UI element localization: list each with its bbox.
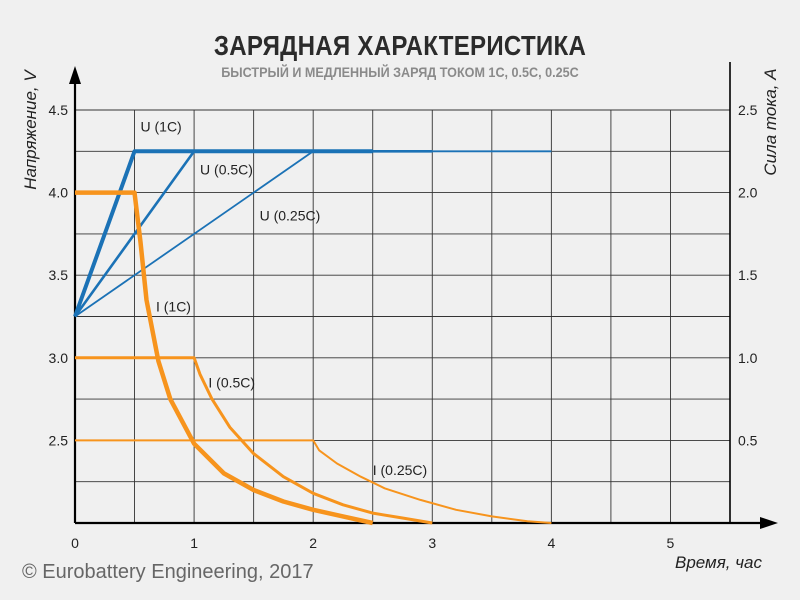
y-right-tick-label: 2.0: [738, 185, 758, 201]
y-left-tick-label: 3.5: [49, 267, 69, 283]
y-right-tick-label: 0.5: [738, 432, 758, 448]
y-left-tick-label: 4.5: [49, 102, 69, 118]
axes: [69, 62, 778, 529]
series-label: U (0.5C): [200, 161, 253, 177]
series-label: I (0.25C): [373, 462, 427, 478]
chart-subtitle: БЫСТРЫЙ И МЕДЛЕННЫЙ ЗАРЯД ТОКОМ 1С, 0.5С…: [221, 64, 579, 80]
y-axis-left-arrow: [69, 66, 81, 84]
y-right-tick-label: 1.0: [738, 350, 758, 366]
x-axis-arrow: [760, 517, 778, 529]
series-line-i-0-5c: [75, 356, 433, 525]
x-tick-label: 2: [309, 535, 317, 551]
x-tick-label: 1: [190, 535, 198, 551]
series-label: I (1C): [156, 299, 191, 315]
series-label: U (1C): [141, 118, 182, 134]
x-tick-label: 5: [667, 535, 675, 551]
series-line-i-0-25c: [75, 439, 552, 524]
y-axis-label-right: Сила тока, A: [761, 68, 780, 175]
y-axis-label-left: Напряжение, V: [21, 69, 40, 190]
x-tick-label: 4: [547, 535, 555, 551]
series-labels: U (1C) U (0.5C) U (0.25C) I (1C) I (0.5C) I (…: [141, 118, 428, 478]
y-right-tick-label: 1.5: [738, 267, 758, 283]
chart-title: ЗАРЯДНАЯ ХАРАКТЕРИСТИКА: [213, 30, 587, 61]
grid: [75, 109, 731, 523]
series-line-u-0-25c: [74, 150, 552, 318]
series-line-i-1c: [75, 190, 374, 526]
series-lines: [73, 149, 552, 526]
series-label: U (0.25C): [260, 208, 321, 224]
y-left-tick-label: 2.5: [49, 432, 69, 448]
y-left-tick-label: 4.0: [49, 185, 69, 201]
tick-labels: 0 1 2 3 4 5 2.5 3.0 3.5 4.0 4.5 0.5 1.0 1.5 2.0 2.5: [49, 102, 758, 551]
copyright-text: © Eurobattery Engineering, 2017: [22, 561, 314, 583]
y-left-tick-label: 3.0: [49, 350, 69, 366]
x-axis-label: Время, час: [675, 553, 762, 572]
series-label: I (0.5C): [208, 375, 255, 391]
y-right-tick-label: 2.5: [738, 102, 758, 118]
x-tick-label: 0: [71, 535, 79, 551]
x-tick-label: 3: [428, 535, 436, 551]
